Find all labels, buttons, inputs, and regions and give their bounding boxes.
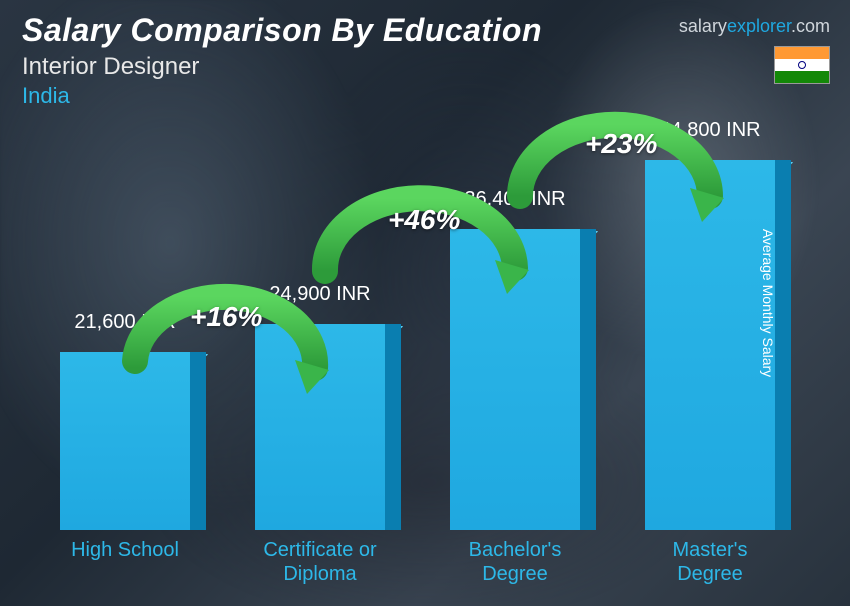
bar (645, 160, 775, 530)
chart-country: India (22, 83, 542, 109)
bar-front-face (450, 229, 596, 530)
bar-label: Master'sDegree (635, 538, 785, 586)
bar-group: 36,400 INR Bachelor'sDegree (440, 188, 590, 586)
watermark-part1: salary (679, 16, 727, 36)
flag-stripe-green (775, 71, 829, 83)
bar-value: 44,800 INR (635, 119, 785, 142)
watermark-part3: .com (791, 16, 830, 36)
watermark: salaryexplorer.com (679, 16, 830, 37)
increase-percent-label: +23% (585, 128, 657, 160)
bar-value: 24,900 INR (245, 283, 395, 306)
bar (450, 229, 580, 530)
increase-percent-label: +16% (190, 301, 262, 333)
bar-label: Certificate orDiploma (245, 538, 395, 586)
india-flag-icon (774, 46, 830, 84)
bar-group: 24,900 INR Certificate orDiploma (245, 283, 395, 586)
y-axis-label: Average Monthly Salary (760, 229, 776, 377)
bar-value: 36,400 INR (440, 188, 590, 211)
watermark-part2: explorer (727, 16, 791, 36)
bar (60, 352, 190, 530)
flag-stripe-white (775, 59, 829, 71)
chart-title: Salary Comparison By Education (22, 12, 542, 49)
bar-chart: 21,600 INR High School 24,900 INR Certifica… (40, 96, 810, 586)
bar-label: Bachelor'sDegree (440, 538, 590, 586)
bar-group: 21,600 INR High School (50, 311, 200, 586)
bar-value: 21,600 INR (50, 311, 200, 334)
bar-front-face (255, 324, 401, 530)
ashoka-chakra-icon (798, 61, 806, 69)
flag-stripe-saffron (775, 47, 829, 59)
increase-percent-label: +46% (388, 204, 460, 236)
header: Salary Comparison By Education Interior … (22, 12, 542, 109)
bar-front-face (60, 352, 206, 530)
chart-subtitle: Interior Designer (22, 53, 542, 81)
bar (255, 324, 385, 530)
bar-label: High School (50, 538, 200, 586)
